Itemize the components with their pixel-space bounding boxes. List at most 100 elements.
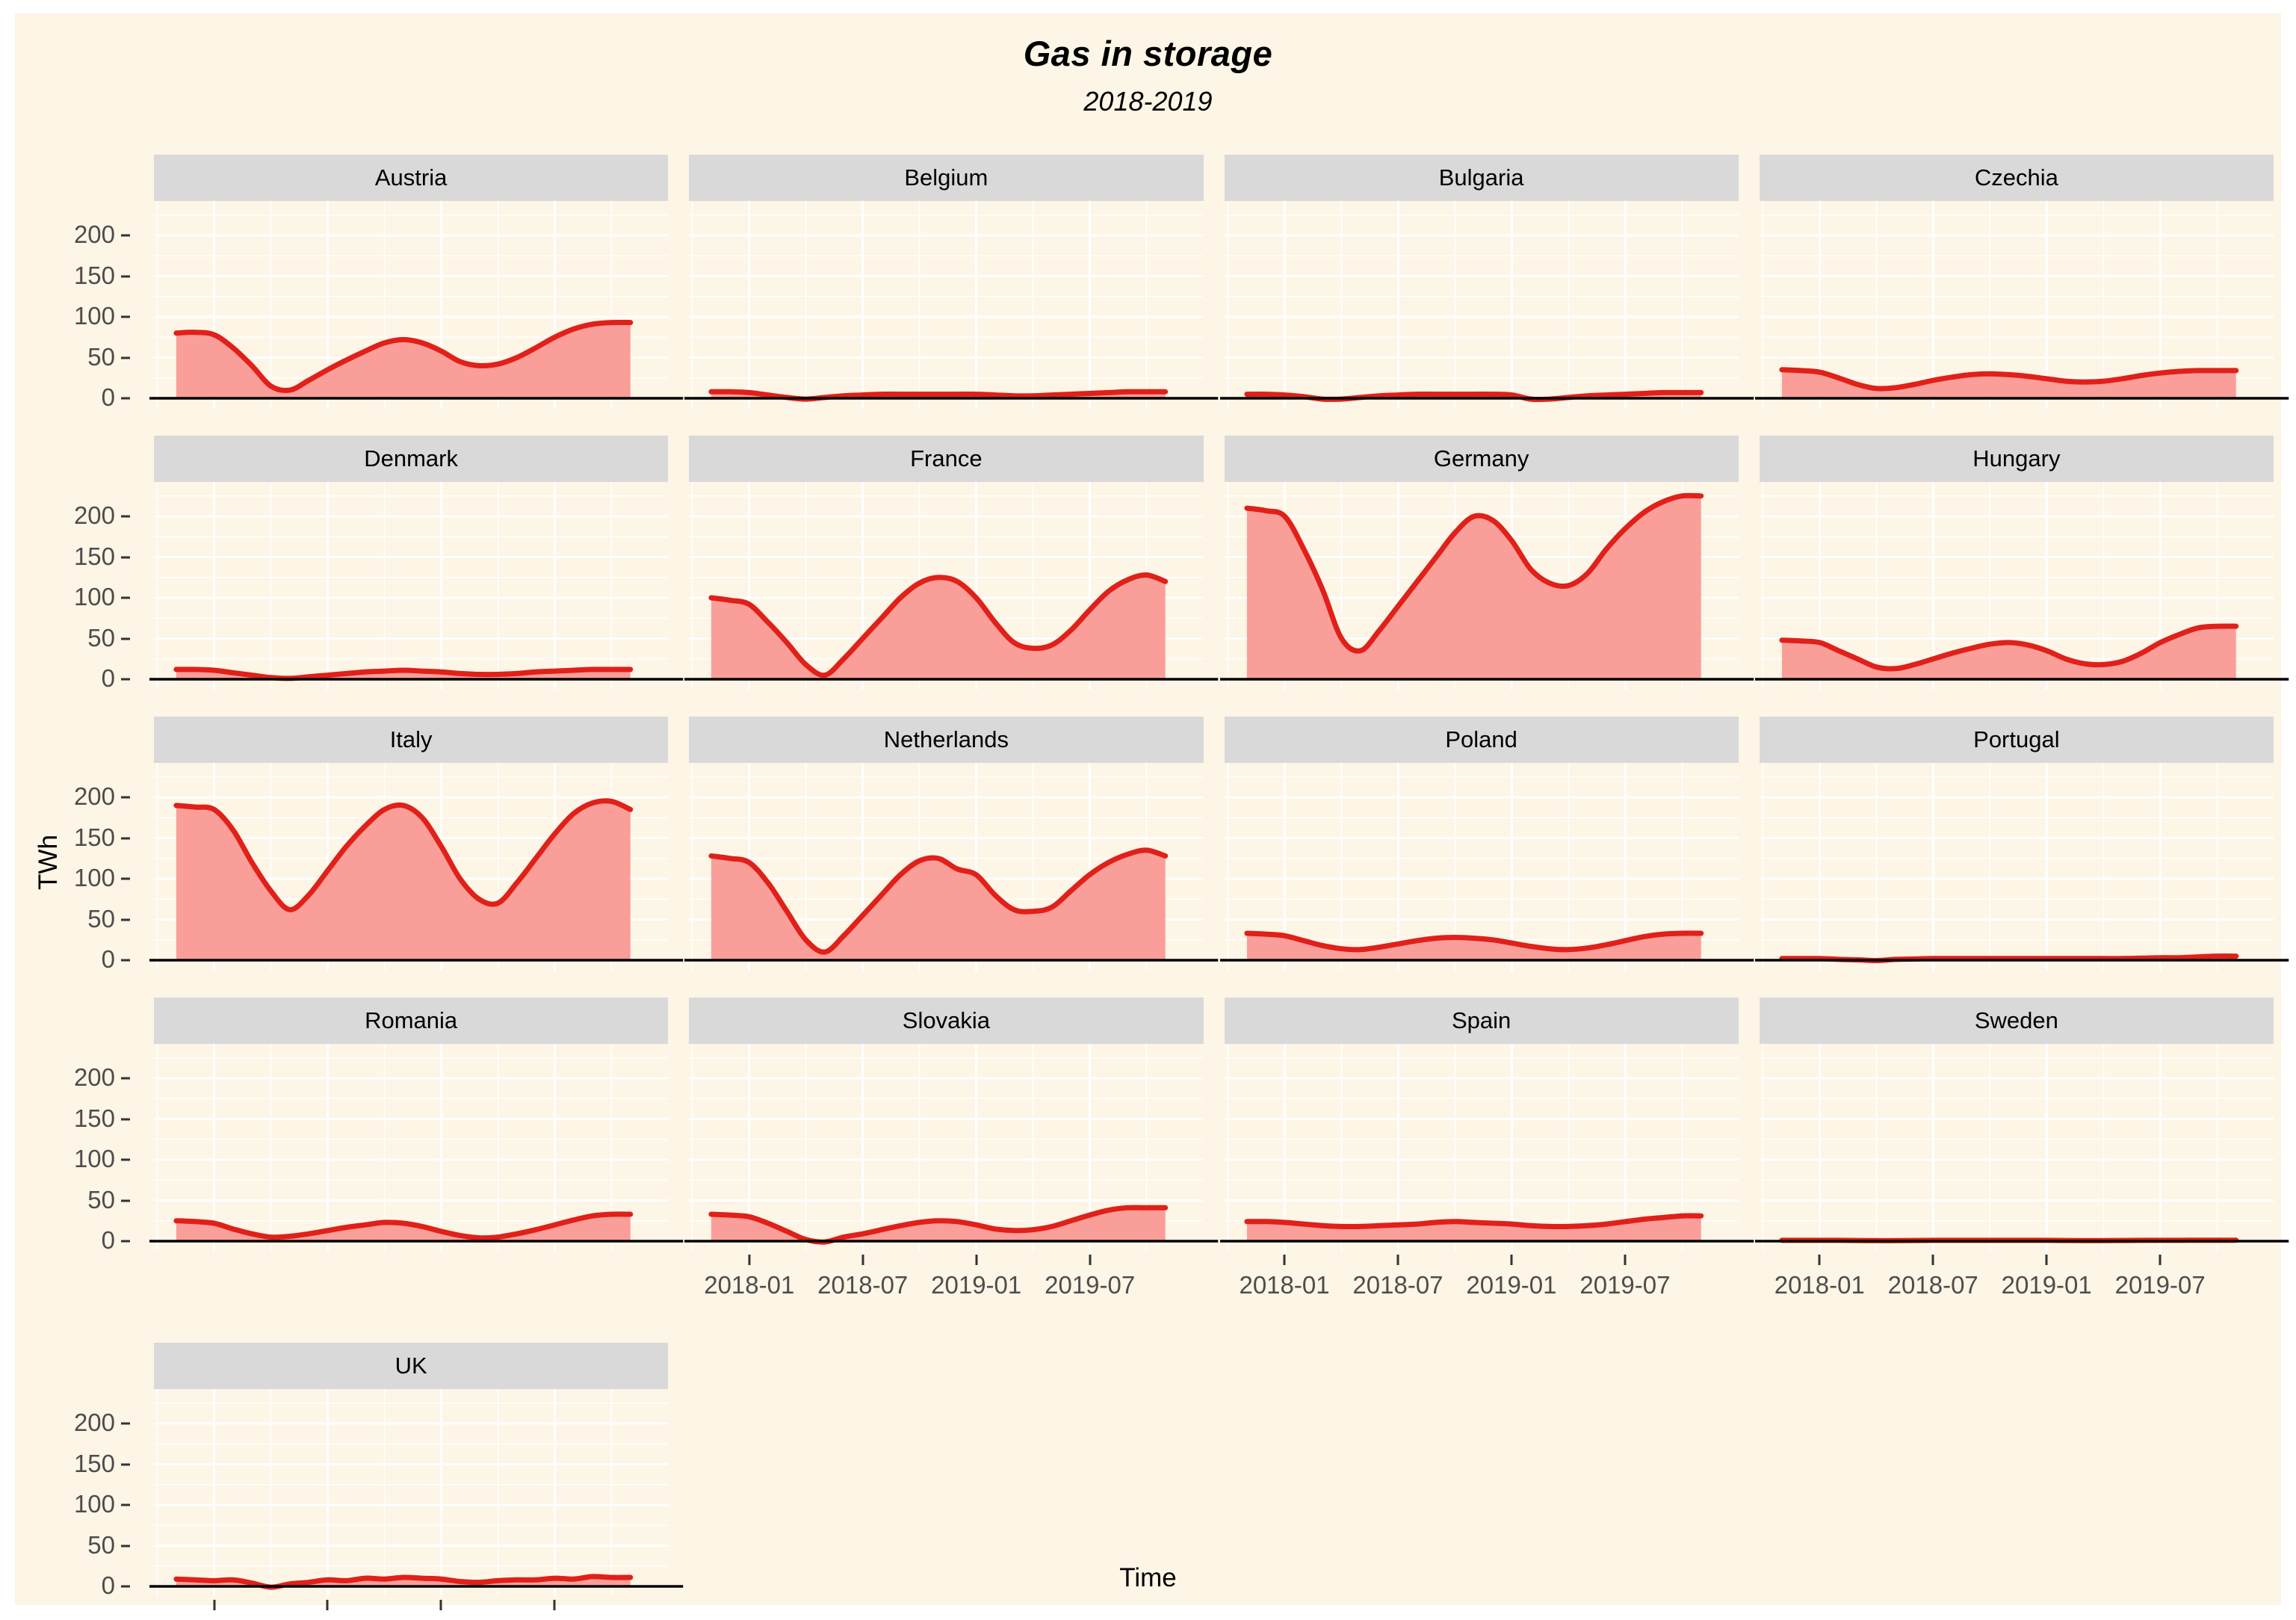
facet-strip-france: France: [689, 436, 1204, 482]
y-tick-mark: [121, 356, 130, 359]
facet-strip-spain: Spain: [1224, 998, 1739, 1044]
facet-panel-bulgaria: [1219, 201, 1754, 409]
x-tick-label: 2019-01: [931, 1271, 1022, 1299]
y-tick-label: 200: [73, 782, 115, 811]
x-tick-mark: [1510, 1255, 1513, 1265]
facet-france: France: [684, 436, 1219, 690]
y-tick-label: 100: [73, 583, 115, 611]
area-fill-spain: [1246, 1216, 1701, 1241]
area-fill-slovakia: [711, 1208, 1166, 1243]
series-line-germany: [1243, 492, 1704, 654]
series-line-slovakia: [708, 1205, 1169, 1245]
gutter-spacer: [15, 717, 133, 763]
facet-czechia: Czechia: [1754, 155, 2289, 409]
facet-austria: Austria: [149, 155, 684, 409]
area-fill-germany: [1246, 495, 1701, 679]
facet-panel-spain: [1219, 1044, 1754, 1252]
y-tick-mark: [121, 877, 130, 880]
y-tick-mark: [121, 275, 130, 277]
facet-romania: Romania: [149, 998, 684, 1252]
facet-spain: Spain 2018-01 2018-07 2019-01 2019-07: [1219, 998, 1754, 1316]
x-tick-label: 2019-01: [1466, 1271, 1557, 1299]
facet-panel-slovakia: [684, 1044, 1219, 1252]
y-tick-mark: [121, 397, 130, 400]
x-tick-mark: [2159, 1255, 2162, 1265]
series-line-denmark: [173, 667, 634, 681]
x-tick-mark: [2045, 1255, 2048, 1265]
y-tick-mark: [121, 556, 130, 558]
facet-strip-poland: Poland: [1224, 717, 1739, 763]
y-tick-mark: [121, 678, 130, 681]
y-axis-gutter: 0 50 100 150 200: [15, 998, 133, 1255]
facet-panel-germany: [1219, 482, 1754, 690]
y-tick-label: 200: [73, 501, 115, 530]
facet-poland: Poland: [1219, 717, 1754, 971]
chart-title: Gas in storage: [1023, 34, 1273, 73]
area-fill-netherlands: [711, 850, 1166, 960]
y-tick-mark: [121, 1585, 130, 1588]
facet-panel-portugal: [1754, 763, 2289, 971]
y-axis-title: TWh: [33, 835, 63, 890]
facet-portugal: Portugal: [1754, 717, 2289, 971]
y-tick-label: 0: [101, 1226, 115, 1255]
y-tick-label: 50: [87, 623, 115, 652]
y-axis-gutter: 0 50 100 150 200: [15, 717, 133, 973]
y-tick-mark: [121, 515, 130, 518]
y-tick-label: 0: [101, 383, 115, 412]
x-tick-label: 2018-07: [817, 1271, 909, 1299]
y-tick-label: 50: [87, 342, 115, 371]
x-axis: 2018-01 2018-07 2019-01 2019-07: [1760, 1252, 2274, 1316]
facet-row-1: 0 50 100 150 200 Austria Belgium Bulgaria Czechi…: [15, 155, 2289, 412]
y-tick-mark: [121, 596, 130, 599]
series-line-france: [708, 572, 1169, 678]
y-tick-label: 100: [73, 864, 115, 892]
y-tick-mark: [121, 1158, 130, 1161]
chart-figure: Gas in storage 2018-2019 0 50 100 150 200 Aus…: [15, 13, 2289, 1620]
x-tick-label: 2019-07: [1045, 1271, 1136, 1299]
y-tick-label: 50: [87, 1185, 115, 1214]
x-tick-label: 2018-07: [1352, 1271, 1443, 1299]
facet-strip-italy: Italy: [154, 717, 669, 763]
gutter-spacer: [15, 155, 133, 201]
x-tick-mark: [975, 1255, 978, 1265]
x-tick-mark: [553, 1600, 556, 1610]
x-tick-mark: [861, 1255, 864, 1265]
facet-strip-sweden: Sweden: [1759, 998, 2274, 1044]
y-axis-labels: 0 50 100 150 200: [15, 1389, 133, 1599]
x-tick-label: 2019-07: [1579, 1271, 1671, 1299]
y-tick-mark: [121, 959, 130, 962]
x-tick-label: 2018-01: [704, 1271, 795, 1299]
x-tick-label: 2019-01: [2001, 1271, 2092, 1299]
y-tick-label: 200: [73, 1063, 115, 1092]
x-axis: 2018-01 2018-07 2019-01 2019-07: [154, 1597, 668, 1620]
area-fill-austria: [176, 322, 631, 398]
series-line-uk: [173, 1574, 634, 1590]
y-axis-gutter: 0 50 100 150 200: [15, 1343, 133, 1599]
facet-panel-france: [684, 482, 1219, 690]
series-line-czechia: [1779, 367, 2238, 392]
facet-panel-belgium: [684, 201, 1219, 409]
x-tick-mark: [326, 1600, 329, 1610]
x-tick-label: 2018-01: [1239, 1271, 1330, 1299]
gutter-spacer: [15, 436, 133, 482]
y-tick-label: 100: [73, 1490, 115, 1518]
y-tick-label: 200: [73, 220, 115, 249]
y-axis-labels: 0 50 100 150 200: [15, 482, 133, 692]
y-tick-label: 150: [73, 1104, 115, 1132]
x-tick-mark: [1089, 1255, 1092, 1265]
y-tick-label: 150: [73, 542, 115, 570]
facet-italy: Italy: [149, 717, 684, 971]
facet-panel-austria: [149, 201, 684, 409]
facet-denmark: Denmark: [149, 436, 684, 690]
facet-strip-bulgaria: Bulgaria: [1224, 155, 1739, 201]
x-tick-label: 2018-07: [1887, 1271, 1978, 1299]
y-tick-label: 100: [73, 1145, 115, 1173]
facet-panel-czechia: [1754, 201, 2289, 409]
facet-row-4: 0 50 100 150 200 Romania Slovakia 2018-01 2018-0…: [15, 998, 2289, 1316]
y-tick-mark: [121, 1118, 130, 1120]
y-tick-mark: [121, 234, 130, 237]
series-line-italy: [173, 798, 634, 912]
y-tick-label: 50: [87, 904, 115, 933]
x-tick-mark: [1624, 1255, 1627, 1265]
